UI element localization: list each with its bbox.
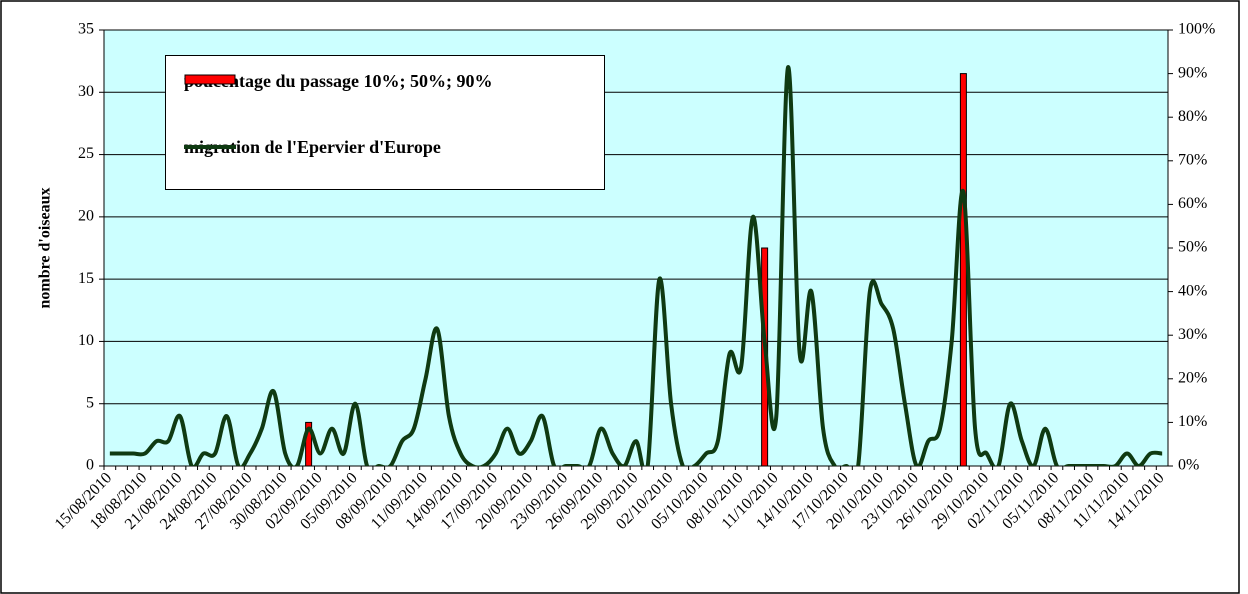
y2-tick-label: 60% [1178,195,1207,212]
y2-tick-label: 40% [1178,282,1207,299]
legend-icon [184,74,236,85]
y2-tick-label: 100% [1178,21,1215,38]
legend: poucentage du passage 10%; 50%; 90% migra… [165,55,605,190]
line-series [109,65,1163,466]
y-tick-label: 30 [78,83,94,100]
y-tick-label: 10 [78,332,94,349]
y-tick-label: 0 [86,457,94,474]
y2-tick-label: 80% [1178,108,1207,125]
y2-tick-label: 70% [1178,151,1207,168]
y-tick-label: 20 [78,208,94,225]
legend-label: poucentage du passage 10%; 50%; 90% [184,71,493,91]
y2-tick-label: 0% [1178,457,1199,474]
legend-entry: migration de l'Epervier d'Europe [184,136,544,158]
y-tick-label: 35 [78,21,94,38]
legend-swatch [184,74,236,85]
y-axis-label: nombre d'oiseaux [37,187,54,308]
y-tick-label: 5 [86,394,94,411]
bar [959,73,967,467]
y2-tick-label: 90% [1178,64,1207,81]
legend-icon [184,145,236,149]
y2-tick-label: 10% [1178,413,1207,430]
legend-entry: poucentage du passage 10%; 50%; 90% [184,70,544,92]
y-tick-label: 15 [78,270,94,287]
y2-tick-label: 20% [1178,369,1207,386]
bar [305,421,313,467]
y-tick-label: 25 [78,145,94,162]
y2-tick-label: 50% [1178,239,1207,256]
legend-label: migration de l'Epervier d'Europe [184,137,441,157]
y2-tick-label: 30% [1178,326,1207,343]
